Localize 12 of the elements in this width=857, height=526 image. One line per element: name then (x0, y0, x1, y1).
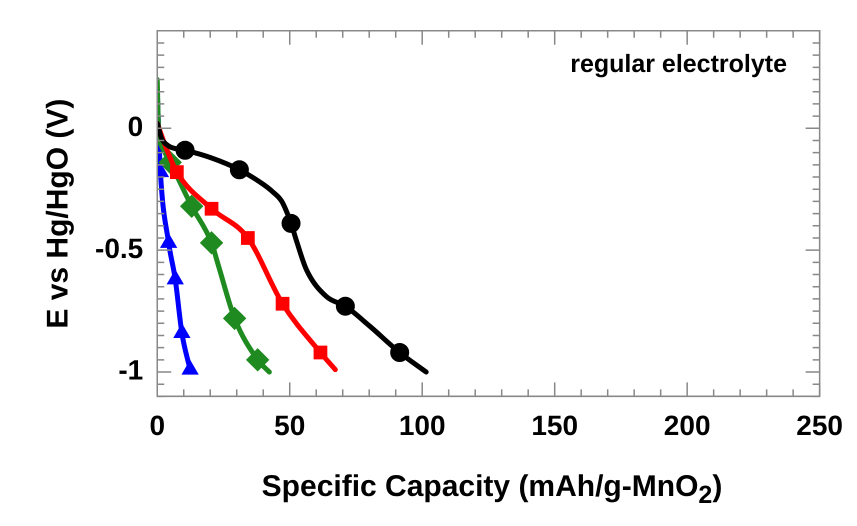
x-tick-label: 50 (274, 410, 306, 441)
x-tick-label: 200 (664, 410, 711, 441)
y-axis-title: E vs Hg/HgO (V) (41, 98, 74, 329)
x-tick-label: 0 (149, 410, 166, 441)
y-tick-label: -0.5 (95, 232, 144, 264)
x-tick-label: 250 (796, 410, 843, 441)
x-axis-title: Specific Capacity (mAh/g-MnO$_{2}$) (260, 470, 724, 510)
x-tick-label: 100 (398, 410, 446, 441)
y-tick-label: -1 (118, 354, 144, 386)
x-tick-label: 150 (531, 410, 578, 441)
y-tick-label: 0 (128, 111, 144, 142)
annotation: regular electrolyte (570, 50, 787, 79)
